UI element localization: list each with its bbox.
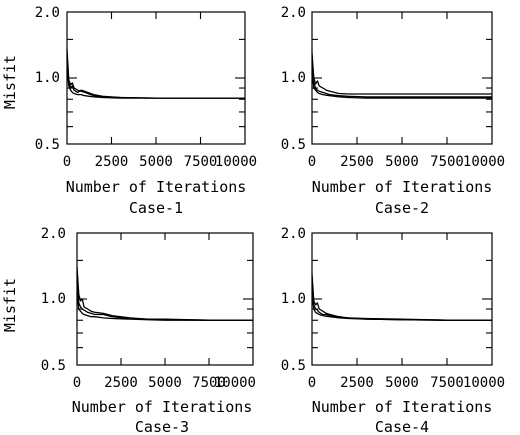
x-tick-label: 0 bbox=[308, 375, 316, 391]
x-tick-label: 10000 bbox=[214, 375, 256, 391]
panel-case-2: 2.0 1.0 0.5 0 2500 5000 7500 10000 Numbe… bbox=[281, 5, 505, 217]
y-tick-label: 1.0 bbox=[281, 70, 306, 86]
y-axis-label: Misfit bbox=[1, 278, 19, 332]
y-tick-label: 1.0 bbox=[41, 291, 66, 307]
x-tick-label: 7500 bbox=[192, 375, 226, 391]
plot-frame bbox=[311, 232, 493, 366]
y-tick-label: 0.5 bbox=[35, 137, 60, 153]
panel-case-4: 2.0 1.0 0.5 0 2500 5000 7500 10000 Numbe… bbox=[281, 226, 505, 435]
y-tick-label: 2.0 bbox=[281, 5, 306, 21]
series-line-2 bbox=[76, 281, 253, 321]
x-tick-label: 0 bbox=[63, 154, 71, 170]
series-line-1 bbox=[76, 266, 253, 321]
x-tick-label: 0 bbox=[308, 154, 316, 170]
plot-frame bbox=[66, 11, 246, 145]
x-tick-label: 2500 bbox=[104, 375, 138, 391]
x-axis-label: Number of Iterations bbox=[66, 178, 247, 196]
x-tick-label: 5000 bbox=[148, 375, 182, 391]
x-tick-label: 10000 bbox=[463, 375, 505, 391]
panel-case-3: 2.0 1.0 0.5 0 2500 5000 7500 10000 Numbe… bbox=[1, 226, 256, 435]
y-tick-label: 0.5 bbox=[41, 358, 66, 374]
x-tick-label: 5000 bbox=[385, 154, 419, 170]
x-tick-label: 7500 bbox=[430, 154, 464, 170]
series-line-1 bbox=[311, 52, 492, 95]
series-lines bbox=[66, 49, 245, 99]
y-tick-label: 0.5 bbox=[281, 358, 306, 374]
tick-marks bbox=[312, 233, 492, 365]
x-tick-label: 2500 bbox=[95, 154, 129, 170]
series-line-1 bbox=[311, 273, 492, 321]
y-tick-label: 2.0 bbox=[41, 226, 66, 242]
series-lines bbox=[311, 273, 492, 321]
panel-caption: Case-2 bbox=[375, 199, 429, 217]
series-line-3 bbox=[311, 294, 492, 321]
x-tick-label: 7500 bbox=[184, 154, 218, 170]
series-line-3 bbox=[311, 73, 492, 99]
tick-marks bbox=[77, 233, 253, 365]
series-line-2 bbox=[66, 56, 245, 99]
plot-frame bbox=[76, 232, 254, 366]
x-tick-label: 10000 bbox=[463, 154, 505, 170]
series-line-1 bbox=[66, 49, 245, 99]
y-tick-label: 2.0 bbox=[281, 226, 306, 242]
series-line-2 bbox=[311, 60, 492, 98]
panel-caption: Case-4 bbox=[375, 418, 429, 435]
series-line-3 bbox=[76, 294, 253, 321]
tick-marks bbox=[312, 12, 492, 144]
panel-caption: Case-1 bbox=[129, 199, 183, 217]
x-tick-label: 10000 bbox=[215, 154, 257, 170]
plot-frame bbox=[311, 11, 493, 145]
x-axis-label: Number of Iterations bbox=[72, 398, 253, 416]
panel-case-1: 2.0 1.0 0.5 0 2500 5000 7500 10000 Numbe… bbox=[1, 5, 257, 217]
y-axis-label: Misfit bbox=[1, 55, 19, 109]
y-tick-label: 1.0 bbox=[35, 70, 60, 86]
x-tick-label: 5000 bbox=[139, 154, 173, 170]
y-tick-label: 2.0 bbox=[35, 5, 60, 21]
x-tick-label: 2500 bbox=[340, 154, 374, 170]
y-tick-label: 1.0 bbox=[281, 291, 306, 307]
x-tick-label: 0 bbox=[73, 375, 81, 391]
x-axis-label: Number of Iterations bbox=[312, 178, 493, 196]
x-axis-label: Number of Iterations bbox=[312, 398, 493, 416]
series-lines bbox=[76, 266, 253, 321]
series-lines bbox=[311, 52, 492, 99]
series-line-2 bbox=[311, 285, 492, 321]
x-tick-label: 2500 bbox=[340, 375, 374, 391]
series-line-3 bbox=[66, 68, 245, 99]
x-tick-label: 5000 bbox=[385, 375, 419, 391]
x-tick-label: 7500 bbox=[430, 375, 464, 391]
panel-caption: Case-3 bbox=[135, 418, 189, 435]
y-tick-label: 0.5 bbox=[281, 137, 306, 153]
tick-marks bbox=[67, 12, 245, 144]
